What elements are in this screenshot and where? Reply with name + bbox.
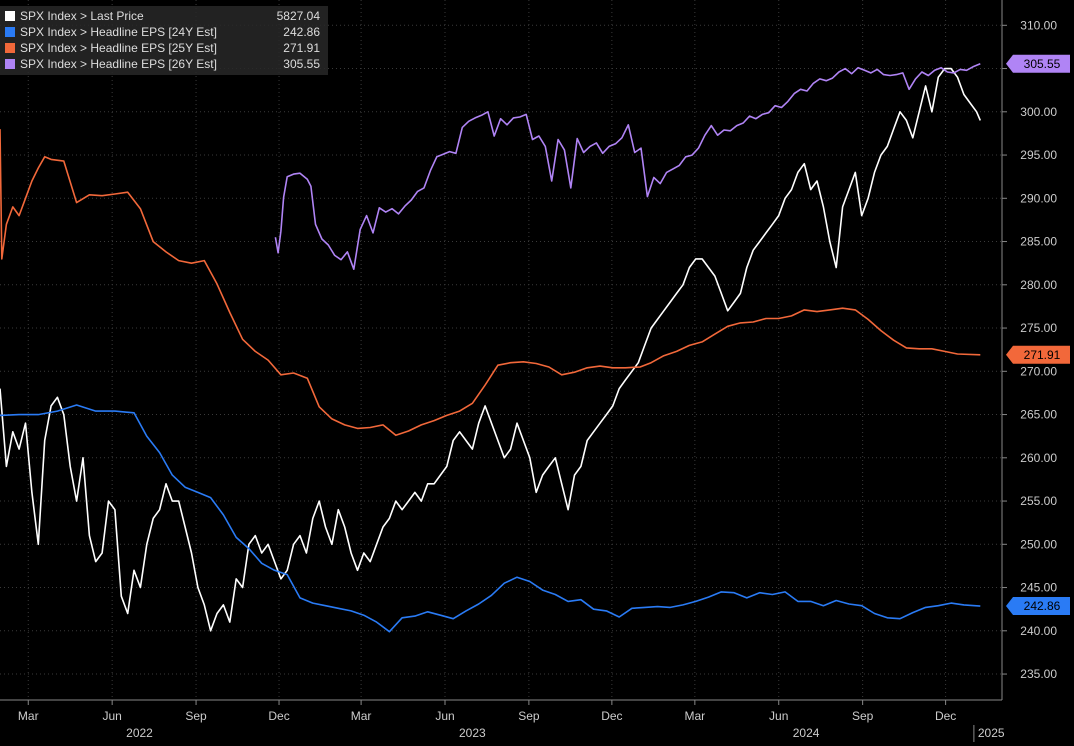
last-value-tag: 305.55 [1006,54,1070,73]
legend-item: SPX Index > Headline EPS [24Y Est] 242.8… [5,24,320,40]
legend-value: 305.55 [283,57,320,71]
y-tick-label: 250.00 [1020,537,1057,551]
legend-swatch [5,27,15,37]
legend-label: SPX Index > Last Price [20,9,144,23]
x-axis: Mar Jun Sep Dec Mar Jun Sep Dec Mar Jun Sep Dec 2022… [0,699,1005,742]
last-value-tag-label: 242.86 [1024,599,1061,613]
series-line [274,63,981,270]
legend-value: 5827.04 [276,9,320,23]
y-tick-label: 270.00 [1020,364,1057,378]
y-tick-label: 235.00 [1020,667,1057,681]
y-tick-label: 290.00 [1020,191,1057,205]
legend-item: SPX Index > Last Price 5827.04 [5,8,320,24]
legend: SPX Index > Last Price 5827.04 SPX Index… [0,6,328,75]
y-tick-label: 265.00 [1020,408,1057,422]
y-tick-label: 240.00 [1020,624,1057,638]
y-tick-label: 285.00 [1020,235,1057,249]
y-tick-label: 280.00 [1020,278,1057,292]
x-year-label: 2023 [459,726,486,740]
legend-swatch [5,11,15,21]
series-line [0,404,981,633]
legend-value: 271.91 [283,41,320,55]
last-value-tag-bg [1006,345,1070,364]
y-axis: 310.00305.00300.00295.00290.00285.00280.… [1001,0,1057,700]
legend-value: 242.86 [283,25,320,39]
x-tick-label: Dec [268,709,289,723]
last-value-tag-bg [1006,54,1070,73]
x-tick-label: Mar [18,709,39,723]
x-year-label: 2025 [978,726,1005,740]
y-tick-label: 260.00 [1020,451,1057,465]
legend-swatch [5,59,15,69]
x-tick-label: Mar [351,709,372,723]
y-tick-label: 300.00 [1020,105,1057,119]
x-tick-label: Jun [435,709,454,723]
x-tick-label: Dec [935,709,956,723]
legend-item: SPX Index > Headline EPS [26Y Est] 305.5… [5,56,320,72]
legend-label: SPX Index > Headline EPS [25Y Est] [20,41,217,55]
y-tick-label: 245.00 [1020,581,1057,595]
series-line [0,129,981,437]
grid-lines [0,0,1002,700]
last-value-tag: 242.86 [1006,597,1070,616]
last-value-tag-bg [1006,597,1070,616]
y-tick-label: 310.00 [1020,18,1057,32]
last-value-tag-label: 271.91 [1024,348,1061,362]
x-tick-label: Sep [185,709,207,723]
x-tick-label: Mar [685,709,706,723]
last-value-tag: 271.91 [1006,345,1070,364]
x-tick-label: Jun [102,709,121,723]
series-line [0,67,982,632]
legend-label: SPX Index > Headline EPS [24Y Est] [20,25,217,39]
x-tick-label: Jun [769,709,788,723]
legend-item: SPX Index > Headline EPS [25Y Est] 271.9… [5,40,320,56]
y-tick-label: 275.00 [1020,321,1057,335]
x-tick-label: Sep [518,709,540,723]
y-tick-label: 295.00 [1020,148,1057,162]
x-year-label: 2022 [126,726,153,740]
x-tick-label: Sep [852,709,874,723]
x-year-label: 2024 [793,726,820,740]
last-value-tag-label: 305.55 [1024,57,1061,71]
legend-label: SPX Index > Headline EPS [26Y Est] [20,57,217,71]
legend-swatch [5,43,15,53]
series-lines [0,63,982,633]
last-value-tags: 242.86 271.91 305.55 [1006,54,1070,616]
x-tick-label: Dec [601,709,622,723]
y-tick-label: 255.00 [1020,494,1057,508]
